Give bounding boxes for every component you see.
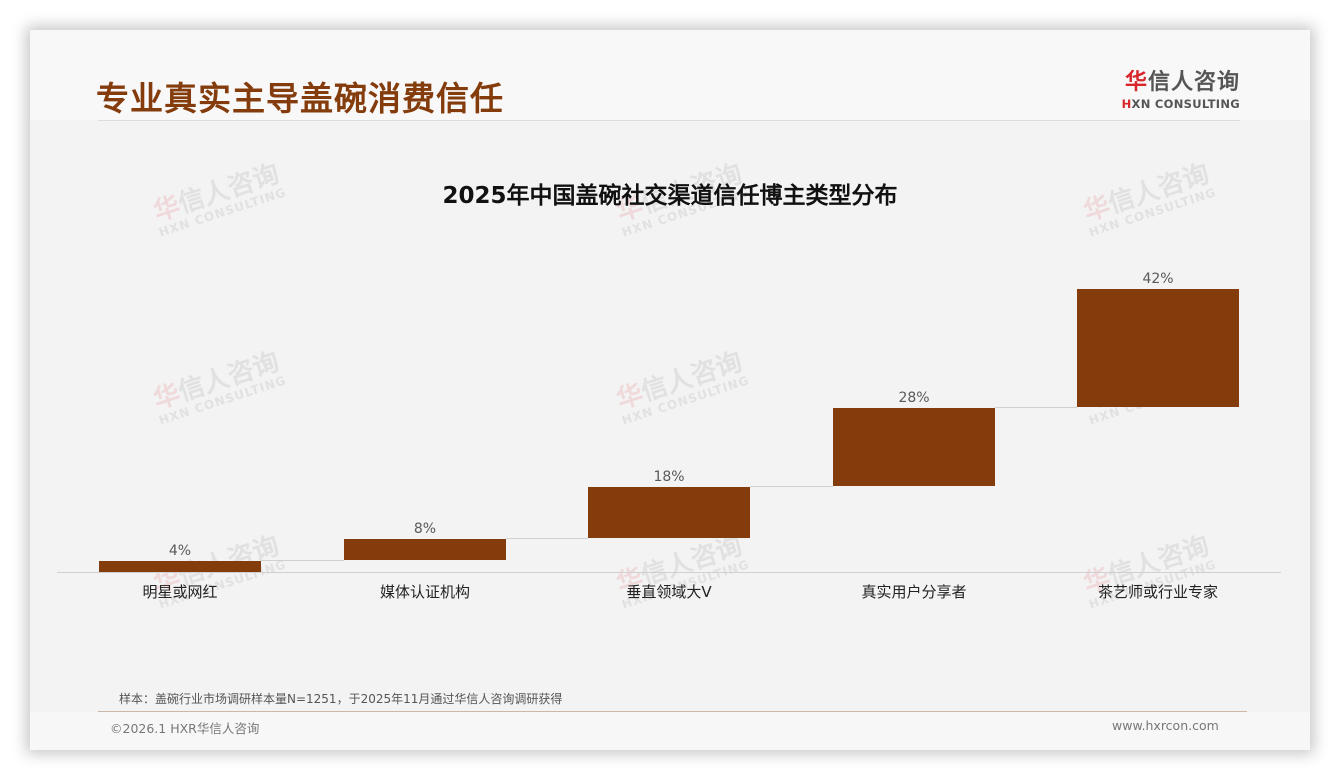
bar-value-label: 28%	[898, 390, 930, 406]
x-axis-label: 茶艺师或行业专家	[1097, 583, 1218, 601]
bar	[1077, 289, 1239, 407]
connector-line	[995, 407, 1077, 408]
x-axis-label: 垂直领域大V	[626, 583, 712, 601]
bar	[99, 561, 261, 572]
bar	[588, 487, 750, 538]
copyright-text: ©2026.1 HXR华信人咨询	[110, 721, 260, 736]
logo-accent-char: 华	[1124, 70, 1148, 95]
bar-value-label: 4%	[168, 543, 192, 559]
logo-english-rest: XN CONSULTING	[1131, 97, 1240, 111]
slide: 专业真实主导盖碗消费信任 华信人咨询 HXN CONSULTING 华信人咨询 …	[30, 30, 1310, 750]
sample-footnote: 样本：盖碗行业市场调研样本量N=1251，于2025年11月通过华信人咨询调研获…	[119, 692, 563, 706]
x-axis-line	[57, 572, 1281, 573]
bar	[344, 539, 506, 560]
connector-line	[261, 560, 344, 561]
bar	[833, 408, 995, 486]
connector-line	[506, 538, 588, 539]
bar-value-label: 18%	[653, 469, 685, 485]
logo-english-accent: H	[1121, 97, 1132, 111]
bar-value-label: 42%	[1142, 271, 1174, 287]
website-link[interactable]: www.hxrcon.com	[1112, 718, 1219, 733]
connector-line	[750, 486, 833, 487]
header-band	[30, 30, 1310, 120]
page-title: 专业真实主导盖碗消费信任	[96, 79, 504, 118]
footer-divider	[98, 711, 1247, 712]
bar-value-label: 8%	[413, 521, 437, 537]
x-axis-label: 明星或网红	[142, 583, 218, 601]
footer-band	[30, 712, 1310, 750]
logo-chinese: 华信人咨询	[1110, 64, 1240, 96]
waterfall-chart: 4% 明星或网红 8% 媒体认证机构 18% 垂直领域大V 28% 真实用户分享…	[30, 30, 1310, 750]
header-divider	[98, 120, 1240, 121]
chart-title: 2025年中国盖碗社交渠道信任博主类型分布	[442, 183, 898, 209]
logo-chinese-rest: 信人咨询	[1147, 70, 1240, 95]
logo-english: HXN CONSULTING	[1110, 97, 1240, 111]
company-logo: 华信人咨询 HXN CONSULTING	[1110, 64, 1240, 111]
x-axis-label: 真实用户分享者	[861, 583, 967, 601]
x-axis-label: 媒体认证机构	[379, 583, 470, 601]
